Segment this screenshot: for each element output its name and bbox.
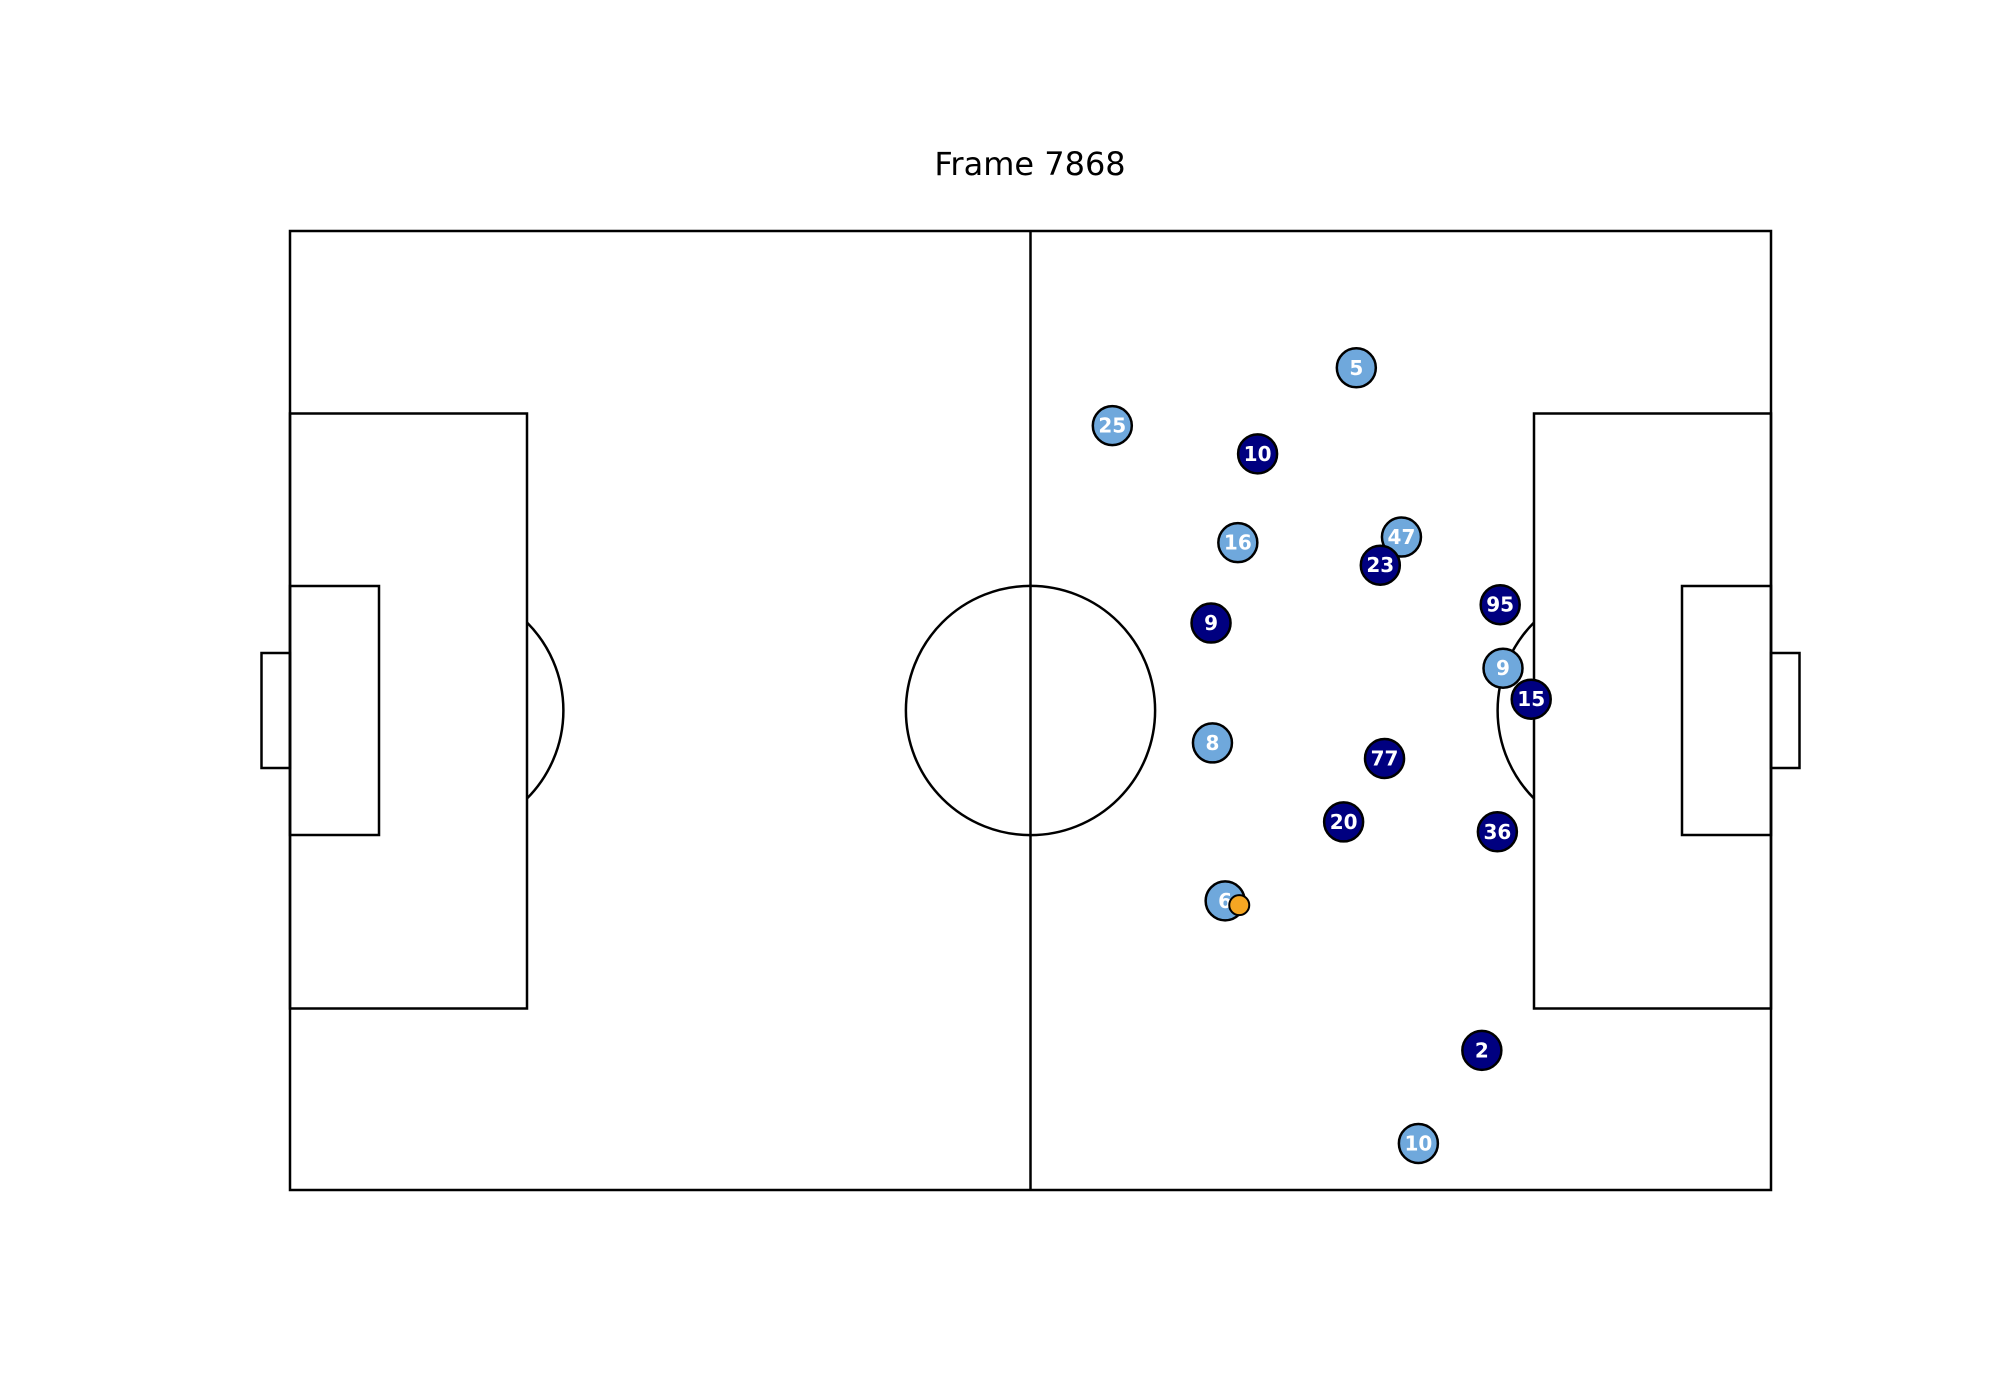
player-number: 2 bbox=[1475, 1038, 1489, 1062]
player-marker-home-8: 8 bbox=[1191, 722, 1234, 764]
player-number: 95 bbox=[1486, 593, 1514, 617]
player-marker-home-5: 5 bbox=[1335, 347, 1378, 389]
player-dot bbox=[1191, 722, 1234, 764]
player-dot bbox=[1482, 647, 1524, 689]
left-goal bbox=[260, 651, 292, 770]
player-marker-away-15: 15 bbox=[1510, 678, 1552, 720]
player-dot bbox=[1359, 544, 1402, 586]
player-dot bbox=[1335, 347, 1378, 389]
player-number: 10 bbox=[1244, 442, 1272, 466]
player-dot bbox=[1397, 1122, 1440, 1165]
right-goal-area bbox=[1680, 584, 1773, 837]
right-penalty-area bbox=[1532, 412, 1773, 1010]
player-marker-away-9: 9 bbox=[1190, 602, 1232, 644]
ball-marker bbox=[1228, 894, 1251, 917]
player-dot bbox=[1380, 516, 1423, 558]
player-number: 9 bbox=[1496, 656, 1510, 680]
player-number: 47 bbox=[1388, 525, 1416, 549]
player-marker-away-23: 23 bbox=[1359, 544, 1402, 586]
player-dot bbox=[1476, 811, 1519, 853]
player-dot bbox=[1236, 433, 1279, 475]
pitch-markings bbox=[260, 229, 1801, 1192]
player-marker-away-95: 95 bbox=[1479, 583, 1521, 626]
player-number: 5 bbox=[1349, 356, 1363, 380]
player-marker-away-2: 2 bbox=[1461, 1029, 1503, 1072]
player-marker-home-16: 16 bbox=[1217, 521, 1259, 564]
player-number: 8 bbox=[1205, 731, 1219, 755]
frame-title: Frame 7868 bbox=[934, 145, 1125, 183]
player-number: 9 bbox=[1204, 611, 1218, 635]
left-goal-area bbox=[288, 584, 381, 837]
player-number: 16 bbox=[1224, 531, 1252, 555]
player-marker-home-9: 9 bbox=[1482, 647, 1524, 689]
left-penalty-arc bbox=[526, 621, 565, 800]
player-marker-away-36: 36 bbox=[1476, 811, 1519, 853]
player-number: 15 bbox=[1517, 687, 1545, 711]
player-dot bbox=[1190, 602, 1232, 644]
player-marker-home-47: 47 bbox=[1380, 516, 1423, 558]
right-goal bbox=[1769, 651, 1801, 770]
player-dot bbox=[1461, 1029, 1503, 1072]
center-circle bbox=[904, 584, 1157, 837]
player-marker-away-20: 20 bbox=[1322, 801, 1365, 843]
player-marker-away-77: 77 bbox=[1363, 737, 1406, 780]
player-number: 20 bbox=[1330, 810, 1358, 834]
player-dot bbox=[1363, 737, 1406, 780]
player-number: 10 bbox=[1404, 1131, 1432, 1155]
player-number: 77 bbox=[1371, 746, 1399, 770]
left-penalty-area bbox=[288, 412, 529, 1010]
player-marker-home-25: 25 bbox=[1091, 404, 1134, 447]
player-dot bbox=[1217, 521, 1259, 564]
player-dot bbox=[1479, 583, 1521, 626]
player-number: 23 bbox=[1366, 553, 1394, 577]
player-marker-home-10: 10 bbox=[1397, 1122, 1440, 1165]
player-number: 25 bbox=[1098, 414, 1126, 438]
player-marker-away-10: 10 bbox=[1236, 433, 1279, 475]
player-dot bbox=[1091, 404, 1134, 447]
player-dot bbox=[1322, 801, 1365, 843]
right-penalty-arc bbox=[1496, 621, 1535, 800]
player-dot bbox=[1510, 678, 1552, 720]
player-number: 36 bbox=[1483, 820, 1511, 844]
